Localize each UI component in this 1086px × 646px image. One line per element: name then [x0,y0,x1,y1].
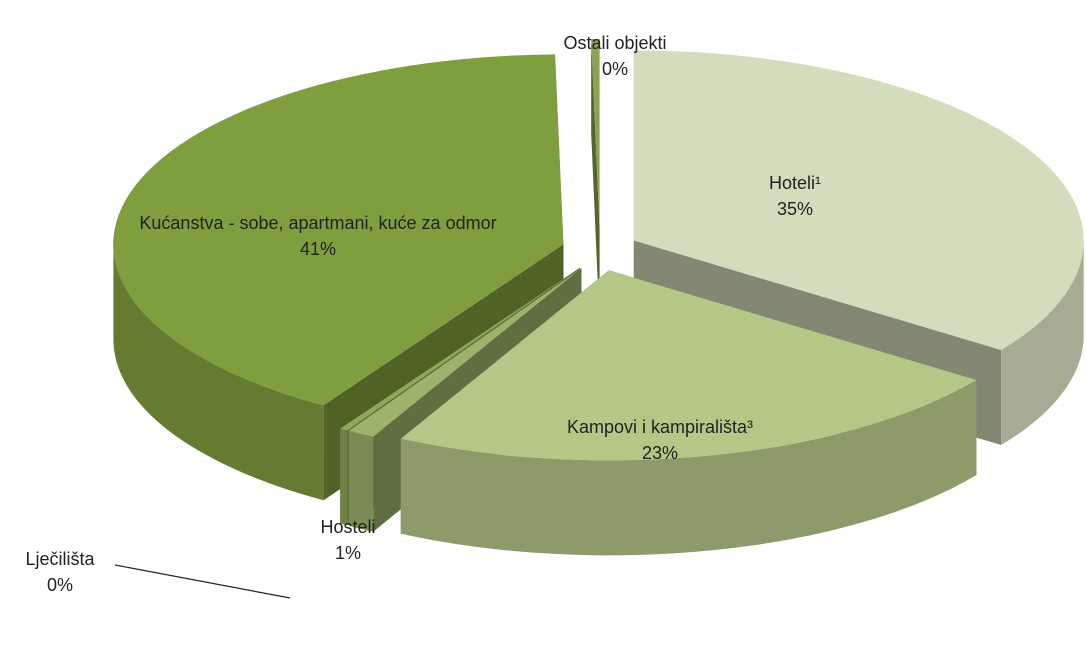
value-label: 23% [641,443,679,463]
slice-wall [113,244,324,501]
slice-top [348,268,582,437]
value-label: 35% [776,199,814,219]
data-label: Ostali objekti 0% [515,30,715,82]
category-label: Lječilišta [25,549,95,569]
category-label: Ostali objekti [563,33,667,53]
value-label: 41% [299,239,337,259]
data-label: Kampovi i kampirališta³ 23% [500,414,820,466]
slice-wall [348,430,374,532]
slice-top [400,270,977,461]
data-label: Hosteli 1% [288,514,408,566]
slice-wall [1001,240,1084,445]
slice-top [591,39,600,230]
category-label: Kampovi i kampirališta³ [566,417,754,437]
slice-top [633,50,1084,351]
data-label: Kućanstva - sobe, apartmani, kuće za odm… [123,210,513,262]
slice-top [340,267,580,431]
data-label: Lječilišta 0% [0,546,120,598]
slice-wall [400,380,977,556]
data-label: Hoteli¹ 35% [695,170,895,222]
value-label: 1% [334,543,361,563]
slice-side [591,39,600,325]
category-label: Kućanstva - sobe, apartmani, kuće za odm… [139,213,497,233]
value-label: 0% [601,59,628,79]
value-label: 0% [46,575,73,595]
slice-top [113,54,564,406]
leader-line [114,564,291,599]
category-label: Hosteli [320,517,376,537]
category-label: Hoteli¹ [768,173,821,193]
slice-wall [340,428,348,526]
